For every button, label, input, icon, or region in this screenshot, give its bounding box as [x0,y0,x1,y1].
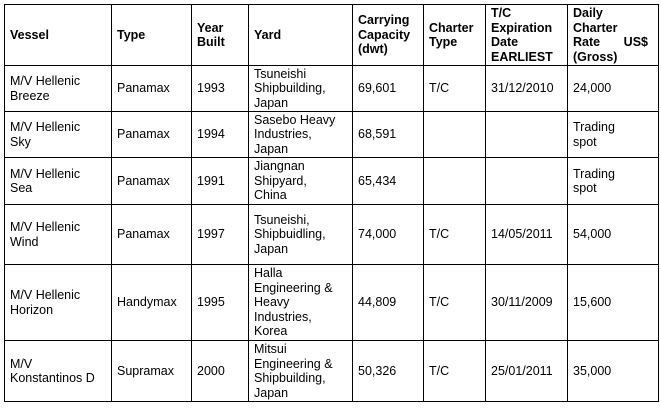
cell-type: Handymax [111,264,192,341]
cell-type: Panamax [111,65,192,112]
cell-vessel: M/V Konstantinos D [4,340,112,402]
cell-type: Panamax [111,157,192,205]
cell-vessel: M/V Hellenic Wind [4,204,112,265]
cell-yard: Halla Engineering & Heavy Industries, Ko… [248,264,353,341]
table-row: M/V Hellenic Wind Panamax 1997 Tsuneishi… [4,204,659,265]
cell-capacity: 68,591 [352,111,424,158]
cell-capacity: 50,326 [352,340,424,402]
cell-yard: Tsuneishi Shipbuilding, Japan [248,65,353,112]
cell-year: 1994 [191,111,249,158]
cell-rate: 35,000 [567,340,659,402]
cell-yard: Mitsui Engineering & Shipbuilding, Japan [248,340,353,402]
cell-expiration: 31/12/2010 [485,65,568,112]
cell-year: 2000 [191,340,249,402]
cell-charter-type: T/C [423,204,486,265]
cell-expiration: 30/11/2009 [485,264,568,341]
table-row: M/V Hellenic Sky Panamax 1994 Sasebo Hea… [4,111,659,158]
cell-capacity: 65,434 [352,157,424,205]
fleet-table: Vessel Type Year Built Yard Carrying Cap… [4,4,659,402]
cell-vessel: M/V Hellenic Breeze [4,65,112,112]
header-vessel: Vessel [4,4,112,66]
cell-yard: Jiangnan Shipyard, China [248,157,353,205]
cell-charter-type [423,157,486,205]
cell-type: Supramax [111,340,192,402]
header-year-built: Year Built [191,4,249,66]
header-capacity: Carrying Capacity (dwt) [352,4,424,66]
cell-expiration [485,157,568,205]
table-row: M/V Hellenic Sea Panamax 1991 Jiangnan S… [4,157,659,205]
table-row: M/V Hellenic Horizon Handymax 1995 Halla… [4,264,659,341]
header-rate-gross: (Gross) [573,49,618,64]
header-expiration: T/C Expiration Date EARLIEST [485,4,568,66]
cell-expiration: 25/01/2011 [485,340,568,402]
cell-year: 1995 [191,264,249,341]
cell-vessel: M/V Hellenic Sea [4,157,112,205]
cell-year: 1993 [191,65,249,112]
header-charter-type: Charter Type [423,4,486,66]
cell-charter-type: T/C [423,65,486,112]
cell-charter-type: T/C [423,264,486,341]
cell-rate: Trading spot [567,157,659,205]
cell-expiration [485,111,568,158]
cell-year: 1997 [191,204,249,265]
cell-rate: Trading spot [567,111,659,158]
cell-type: Panamax [111,204,192,265]
cell-vessel: M/V Hellenic Sky [4,111,112,158]
header-rate-label: Daily Charter Rate [573,6,618,49]
header-rate-unit: US$ [623,35,648,49]
header-yard: Yard [248,4,353,66]
cell-expiration: 14/05/2011 [485,204,568,265]
cell-capacity: 69,601 [352,65,424,112]
cell-vessel: M/V Hellenic Horizon [4,264,112,341]
cell-yard: Tsuneishi, Shipbuidling, Japan [248,204,353,265]
cell-rate: 15,600 [567,264,659,341]
cell-rate: 24,000 [567,65,659,112]
table-row: M/V Konstantinos D Supramax 2000 Mitsui … [4,340,659,402]
cell-capacity: 44,809 [352,264,424,341]
cell-type: Panamax [111,111,192,158]
cell-charter-type [423,111,486,158]
cell-yard: Sasebo Heavy Industries, Japan [248,111,353,158]
header-daily-rate: Daily Charter Rate US$ (Gross) [567,4,659,66]
table-row: M/V Hellenic Breeze Panamax 1993 Tsuneis… [4,65,659,112]
cell-capacity: 74,000 [352,204,424,265]
cell-rate: 54,000 [567,204,659,265]
cell-charter-type: T/C [423,340,486,402]
cell-year: 1991 [191,157,249,205]
header-row: Vessel Type Year Built Yard Carrying Cap… [4,4,659,66]
header-type: Type [111,4,192,66]
